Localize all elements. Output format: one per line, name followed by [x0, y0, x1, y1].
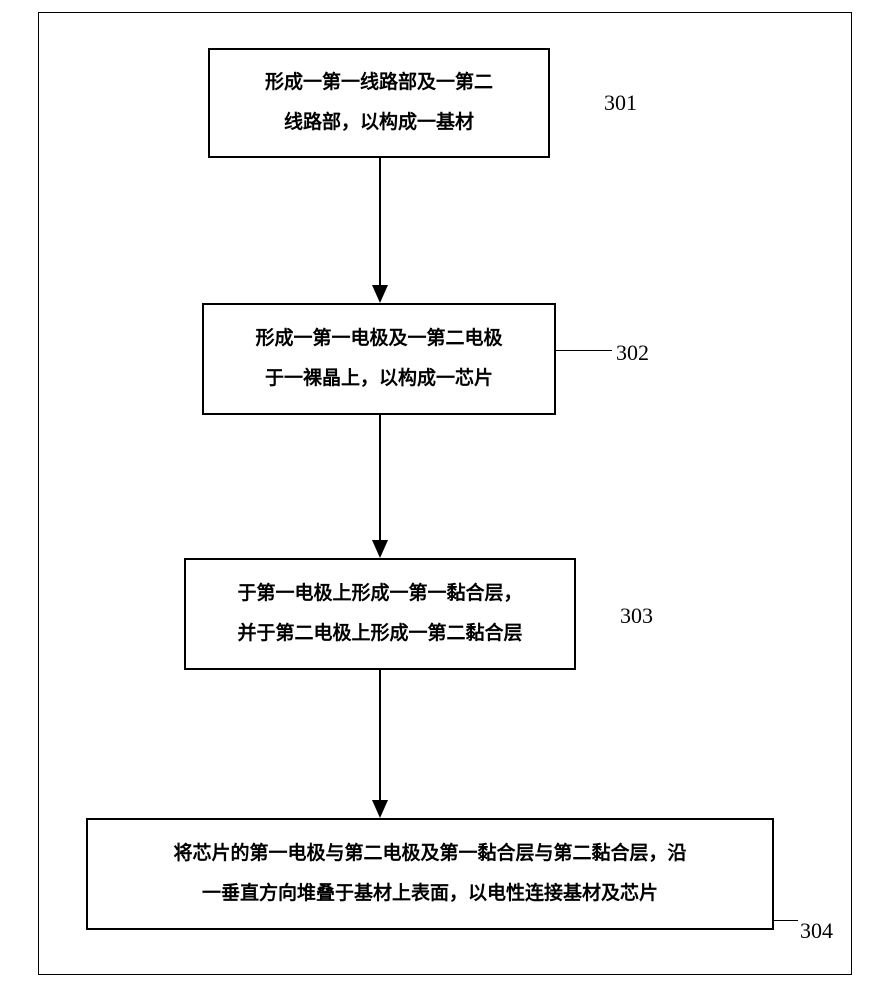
arrow-2	[372, 415, 388, 558]
step-label-304: 304	[800, 918, 833, 944]
leader-304	[774, 920, 798, 921]
arrow-1	[372, 158, 388, 303]
step-label-302: 302	[616, 340, 649, 366]
arrow-3	[372, 670, 388, 818]
step-label-303: 303	[620, 603, 653, 629]
step-text-304: 将芯片的第一电极与第二电极及第一黏合层与第二黏合层，沿 一垂直方向堆叠于基材上表…	[173, 834, 686, 914]
leader-302	[556, 350, 612, 351]
step-box-304: 将芯片的第一电极与第二电极及第一黏合层与第二黏合层，沿 一垂直方向堆叠于基材上表…	[86, 818, 774, 930]
step-text-302: 形成一第一电极及一第二电极 于一裸晶上，以构成一芯片	[255, 319, 502, 399]
step-label-301: 301	[604, 90, 637, 116]
step-text-301: 形成一第一线路部及一第二 线路部，以构成一基材	[265, 63, 493, 143]
step-text-303: 于第一电极上形成一第一黏合层， 并于第二电极上形成一第二黏合层	[237, 574, 522, 654]
step-box-302: 形成一第一电极及一第二电极 于一裸晶上，以构成一芯片	[202, 303, 556, 415]
step-box-303: 于第一电极上形成一第一黏合层， 并于第二电极上形成一第二黏合层	[184, 558, 576, 670]
step-box-301: 形成一第一线路部及一第二 线路部，以构成一基材	[208, 48, 550, 158]
